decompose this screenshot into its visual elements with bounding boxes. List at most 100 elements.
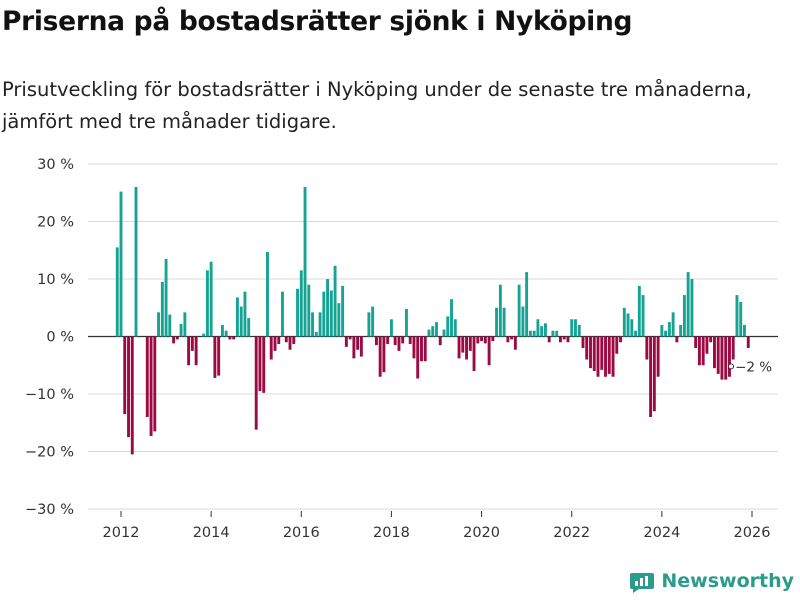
- bar: [344, 336, 348, 347]
- bar: [318, 312, 322, 337]
- bar: [408, 336, 412, 344]
- bar: [397, 336, 401, 351]
- bar: [465, 336, 469, 360]
- bar: [329, 290, 333, 337]
- bar: [296, 288, 299, 337]
- bar: [709, 336, 713, 343]
- bar: [288, 336, 292, 350]
- bar: [420, 336, 423, 362]
- bar: [525, 272, 529, 337]
- bar: [416, 336, 420, 379]
- bar: [277, 336, 281, 344]
- bar: [168, 314, 172, 337]
- bar: [220, 325, 224, 337]
- bar: [656, 336, 660, 377]
- bar: [679, 325, 683, 337]
- bar: [577, 325, 581, 337]
- y-tick-label: −30 %: [25, 502, 74, 518]
- brand-logo[interactable]: Newsworthy: [629, 568, 794, 594]
- y-tick-label: 20 %: [37, 215, 74, 231]
- bar: [664, 330, 668, 337]
- bar: [446, 316, 450, 337]
- bar: [322, 291, 326, 337]
- bar: [472, 336, 476, 371]
- bar: [581, 336, 585, 348]
- bar: [634, 330, 638, 337]
- bar: [649, 336, 653, 417]
- bar: [543, 323, 547, 337]
- bar: [386, 336, 390, 344]
- bar: [314, 331, 318, 337]
- x-tick-label: 2014: [193, 525, 230, 541]
- bar: [157, 312, 160, 337]
- bar: [427, 329, 431, 337]
- bar: [175, 336, 179, 340]
- bar: [694, 336, 698, 348]
- bar: [224, 330, 228, 337]
- bar: [359, 336, 363, 357]
- bar: [487, 336, 491, 366]
- bar: [435, 322, 438, 337]
- bar: [341, 285, 345, 337]
- bar: [483, 336, 487, 344]
- bar: [517, 284, 521, 337]
- bar: [686, 272, 690, 337]
- bar: [480, 336, 484, 342]
- bar: [393, 336, 397, 346]
- x-tick-label: 2024: [643, 525, 680, 541]
- bar: [498, 284, 502, 337]
- bar: [187, 336, 191, 366]
- bar: [592, 336, 596, 371]
- bar: [510, 336, 514, 340]
- bar: [209, 261, 213, 337]
- bar: [713, 336, 716, 369]
- bar: [453, 319, 457, 337]
- bar: [491, 336, 495, 342]
- bar: [600, 336, 604, 370]
- bar: [333, 265, 337, 337]
- bar: [442, 329, 446, 337]
- bar: [205, 270, 209, 337]
- bar: [303, 187, 307, 337]
- y-tick-label: 30 %: [37, 157, 74, 173]
- bar: [217, 336, 221, 376]
- bar: [239, 306, 243, 337]
- bar: [292, 336, 296, 344]
- bar: [562, 336, 566, 340]
- bar: [604, 336, 607, 377]
- bar: [183, 312, 187, 337]
- bar: [284, 336, 288, 343]
- bar: [645, 336, 649, 360]
- bar: [382, 336, 386, 373]
- bar: [235, 297, 239, 337]
- bar: [611, 336, 615, 377]
- bar: [281, 291, 284, 337]
- bar: [596, 336, 600, 377]
- bar: [311, 312, 314, 337]
- x-tick-label: 2016: [283, 525, 320, 541]
- x-tick-label: 2012: [103, 525, 140, 541]
- bar: [202, 333, 206, 337]
- bar: [190, 336, 194, 351]
- bar: [431, 326, 435, 337]
- bar: [119, 191, 123, 337]
- bar: [619, 336, 622, 343]
- brand-name: Newsworthy: [661, 570, 794, 592]
- bar: [682, 295, 686, 337]
- bar: [145, 336, 149, 417]
- bar: [637, 285, 641, 337]
- bar: [743, 325, 746, 337]
- bar: [521, 306, 525, 337]
- x-tick-label: 2018: [373, 525, 410, 541]
- bar: [450, 299, 453, 337]
- bar: [461, 336, 465, 353]
- bar: [378, 336, 382, 377]
- bar: [574, 319, 577, 337]
- bar: [513, 336, 517, 350]
- bar: [258, 336, 262, 392]
- y-tick-label: −10 %: [25, 387, 74, 403]
- y-tick-label: −20 %: [25, 445, 74, 461]
- bar: [164, 258, 168, 337]
- bar: [401, 336, 405, 344]
